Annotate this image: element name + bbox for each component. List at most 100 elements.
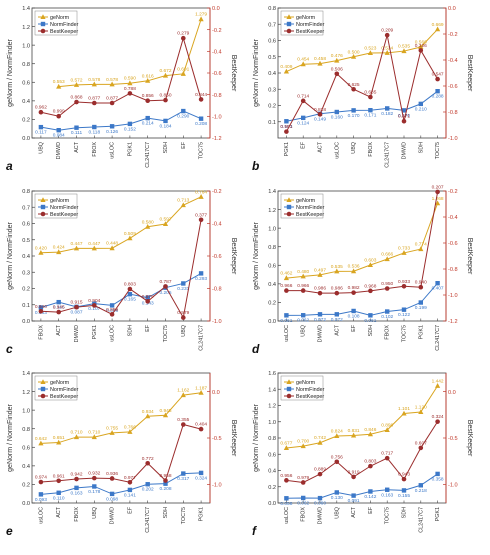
- x-tick-label: UBQ: [92, 507, 98, 519]
- data-point: [74, 125, 79, 130]
- data-label: 0.326: [415, 43, 427, 49]
- legend-marker: [286, 386, 292, 392]
- data-label: 0.936: [106, 471, 118, 477]
- data-point: [351, 108, 356, 113]
- left-tick-label: 1.0: [268, 420, 276, 426]
- data-label: 0.672: [159, 68, 171, 74]
- left-tick-label: 0.0: [22, 136, 30, 142]
- series-line: [286, 203, 439, 279]
- data-label: 0.889: [314, 467, 326, 473]
- x-tick-label: usLOC: [334, 142, 340, 159]
- legend-label: BestKeeper: [296, 394, 324, 400]
- data-point: [401, 48, 407, 54]
- data-label: 0.536: [348, 264, 360, 270]
- data-label: 0.523: [364, 46, 376, 52]
- x-tick-label: PGK1: [284, 142, 290, 156]
- data-label: 0.677: [280, 440, 292, 446]
- data-point: [145, 115, 150, 121]
- data-point: [127, 479, 133, 485]
- x-tick-label: CL2417C7: [145, 507, 151, 533]
- series-genorm: 0.409 0.454 0.458 0.476 0.500 0.523 0.524 0.535…: [280, 22, 444, 74]
- data-label: 0.210: [415, 106, 427, 112]
- data-label: 0.879: [142, 294, 154, 300]
- data-label: 0.651: [53, 435, 65, 441]
- x-tick-label: DMWD: [74, 325, 80, 342]
- data-point: [317, 312, 323, 317]
- data-label: 0.956: [280, 473, 292, 479]
- data-point: [351, 308, 356, 314]
- data-label: 0.943: [398, 472, 410, 478]
- x-tick-label: FBOX: [385, 325, 391, 340]
- data-point: [56, 128, 61, 133]
- data-label: 0.856: [142, 93, 154, 99]
- data-label: 0.160: [331, 115, 343, 121]
- data-point: [300, 288, 306, 293]
- data-point: [367, 50, 373, 56]
- data-label: 0.170: [398, 113, 410, 119]
- data-point: [38, 249, 44, 255]
- data-label: 0.685: [364, 90, 376, 96]
- series-line: [40, 392, 202, 444]
- data-point: [401, 476, 407, 482]
- data-label: 0.831: [348, 428, 360, 434]
- series-line: [286, 282, 438, 316]
- legend-label: NormFinder: [296, 22, 325, 28]
- data-label: 0.642: [35, 436, 47, 442]
- data-label: 0.062: [297, 318, 309, 324]
- legend-marker: [286, 393, 292, 399]
- data-label: 0.742: [314, 435, 326, 441]
- data-label: 0.915: [70, 300, 82, 306]
- data-label: 0.850: [159, 93, 171, 99]
- panel-letter: a: [6, 159, 13, 173]
- right-tick-label: -0.2: [448, 189, 458, 195]
- right-tick-label: -0.8: [212, 287, 222, 293]
- left-tick-label: 0.6: [268, 452, 276, 458]
- data-label: 0.803: [364, 459, 376, 465]
- data-label: 0.279: [177, 31, 189, 37]
- data-label: 0.409: [280, 64, 292, 70]
- data-point: [284, 313, 289, 318]
- data-label: 0.110: [53, 495, 65, 501]
- right-tick-label: -0.2: [212, 189, 222, 195]
- data-label: 0.170: [348, 113, 360, 119]
- chart-panel-d: 0.0 0.2 0.4 0.6 0.8 1.0 1.2 1.4 -1.2 -1.0 -0.8 -0.6…: [252, 184, 473, 356]
- data-point: [385, 106, 390, 111]
- data-point: [367, 431, 373, 437]
- left-tick-label: 0.6: [22, 445, 30, 451]
- data-label: 0.091: [348, 498, 360, 504]
- data-point: [351, 474, 356, 480]
- x-tick-label: TOC75: [163, 325, 169, 342]
- right-tick-label: -0.2: [212, 28, 222, 34]
- legend-label: geNorm: [50, 380, 70, 386]
- legend-label: geNorm: [296, 198, 316, 204]
- legend-marker: [286, 197, 292, 202]
- legend-label: BestKeeper: [50, 212, 78, 218]
- data-point: [401, 108, 407, 113]
- data-label: 0.324: [195, 475, 207, 481]
- data-label: 0.163: [381, 492, 393, 498]
- data-point: [334, 109, 339, 115]
- data-label: 0.093: [35, 497, 47, 503]
- data-point: [435, 281, 440, 286]
- data-point: [435, 189, 440, 195]
- data-point: [56, 439, 62, 445]
- data-label: 0.940: [415, 280, 427, 286]
- data-label: 0.714: [297, 93, 309, 99]
- data-point: [127, 487, 133, 493]
- data-point: [334, 268, 340, 274]
- data-point: [56, 478, 61, 484]
- x-tick-label: SDH: [163, 142, 169, 153]
- data-label: 0.597: [159, 216, 171, 222]
- data-point: [127, 91, 133, 96]
- series-normfinder: 0.117 0.084 0.111 0.118 0.126 0.152 0.214 0.184…: [35, 108, 207, 139]
- data-label: 0.098: [106, 496, 118, 502]
- left-tick-label: 0.8: [268, 245, 276, 251]
- left-tick-label: 0.3: [268, 87, 276, 93]
- legend-marker: [40, 386, 46, 392]
- data-label: 0.202: [142, 487, 154, 493]
- data-point: [198, 271, 204, 276]
- data-label: 0.404: [195, 422, 207, 428]
- data-point: [38, 492, 44, 497]
- data-point: [127, 429, 133, 434]
- left-tick-label: 0.5: [22, 238, 30, 244]
